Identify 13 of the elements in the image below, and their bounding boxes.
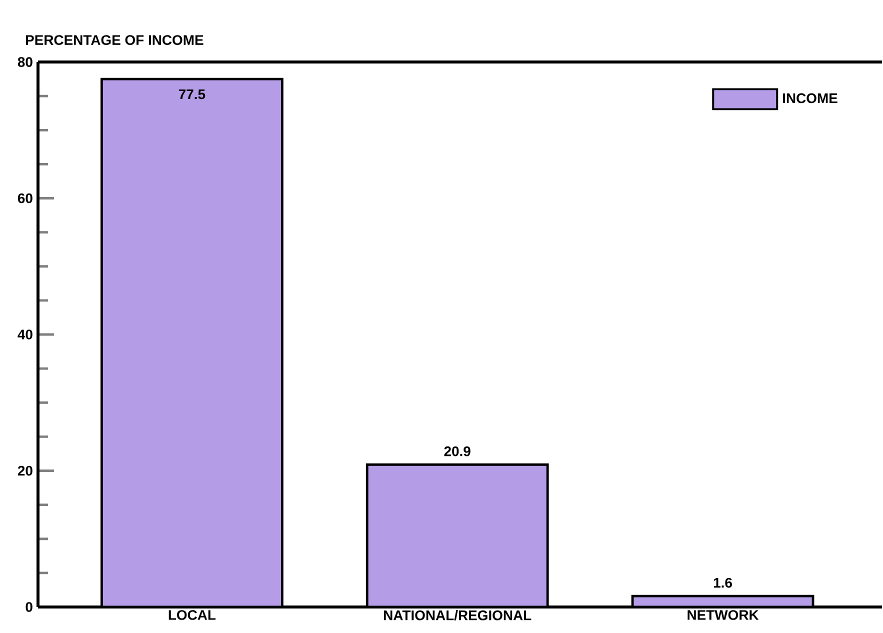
y-axis-title: PERCENTAGE OF INCOME bbox=[26, 35, 204, 45]
x-tick-label: NATIONAL/REGIONAL bbox=[384, 610, 532, 620]
data-label: 1.6 bbox=[714, 578, 732, 588]
y-tick-label: 60 bbox=[18, 193, 32, 204]
y-tick-label: 0 bbox=[26, 602, 32, 612]
x-tick-label: NETWORK bbox=[688, 610, 759, 620]
y-tick-label: 80 bbox=[18, 57, 32, 67]
y-tick-label: 40 bbox=[18, 330, 32, 340]
data-label: 77.5 bbox=[178, 89, 206, 100]
legend-label: INCOME bbox=[783, 93, 838, 104]
y-tick-label: 20 bbox=[18, 466, 32, 476]
x-tick-label: LOCAL bbox=[168, 610, 216, 620]
data-label: 20.9 bbox=[444, 446, 470, 456]
